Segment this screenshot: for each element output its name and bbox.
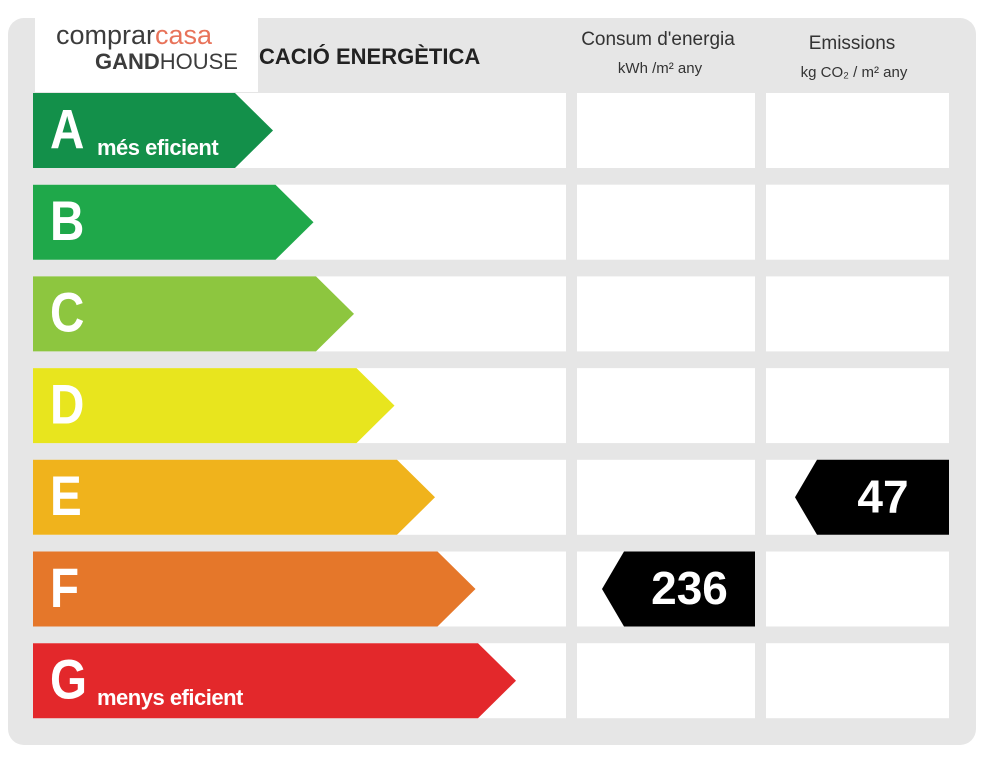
indicator-value: 47 [857, 470, 908, 522]
indicator-arrow [795, 459, 949, 535]
rating-letter: G [50, 649, 87, 711]
cell [577, 459, 755, 535]
rating-arrow [33, 276, 354, 352]
column-unit: kWh /m² any [618, 60, 703, 77]
logo-comprar: comprar [56, 20, 155, 50]
rating-arrow [33, 184, 314, 260]
rating-letter: A [50, 99, 84, 161]
cell [766, 551, 949, 627]
rating-letter: B [50, 190, 84, 252]
rating-arrow [33, 368, 395, 444]
rating-letter: D [50, 374, 84, 436]
rating-letter: C [50, 282, 84, 344]
cell [766, 184, 949, 260]
rating-arrow [33, 459, 435, 535]
cell [766, 93, 949, 168]
rating-letter: F [50, 557, 79, 619]
cell [766, 643, 949, 719]
title: CACIÓ ENERGÈTICA [259, 44, 480, 69]
cell [577, 276, 755, 352]
rating-label: més eficient [97, 135, 219, 160]
cell [577, 643, 755, 719]
rating-letter: E [50, 466, 82, 528]
cell [577, 93, 755, 168]
indicator-value: 236 [651, 562, 728, 614]
indicator-arrow [602, 551, 755, 627]
logo-text: comprarcasa [56, 20, 213, 50]
cell [577, 184, 755, 260]
rating-arrow [33, 93, 273, 168]
logo-box [35, 16, 258, 92]
column-title: Emissions [809, 33, 896, 54]
cell [577, 368, 755, 444]
rating-label: menys eficient [97, 685, 244, 710]
rating-arrow [33, 643, 516, 719]
logo-casa: casa [155, 20, 213, 50]
logo-house: HOUSE [160, 49, 238, 74]
rating-arrow [33, 551, 476, 627]
column-unit: kg CO₂ / m² any [801, 64, 908, 81]
column-title: Consum d'energia [581, 29, 735, 50]
logo-text-2: GANDHOUSE [95, 49, 238, 74]
logo-gand: GAND [95, 49, 160, 74]
cell [766, 368, 949, 444]
cell [766, 276, 949, 352]
